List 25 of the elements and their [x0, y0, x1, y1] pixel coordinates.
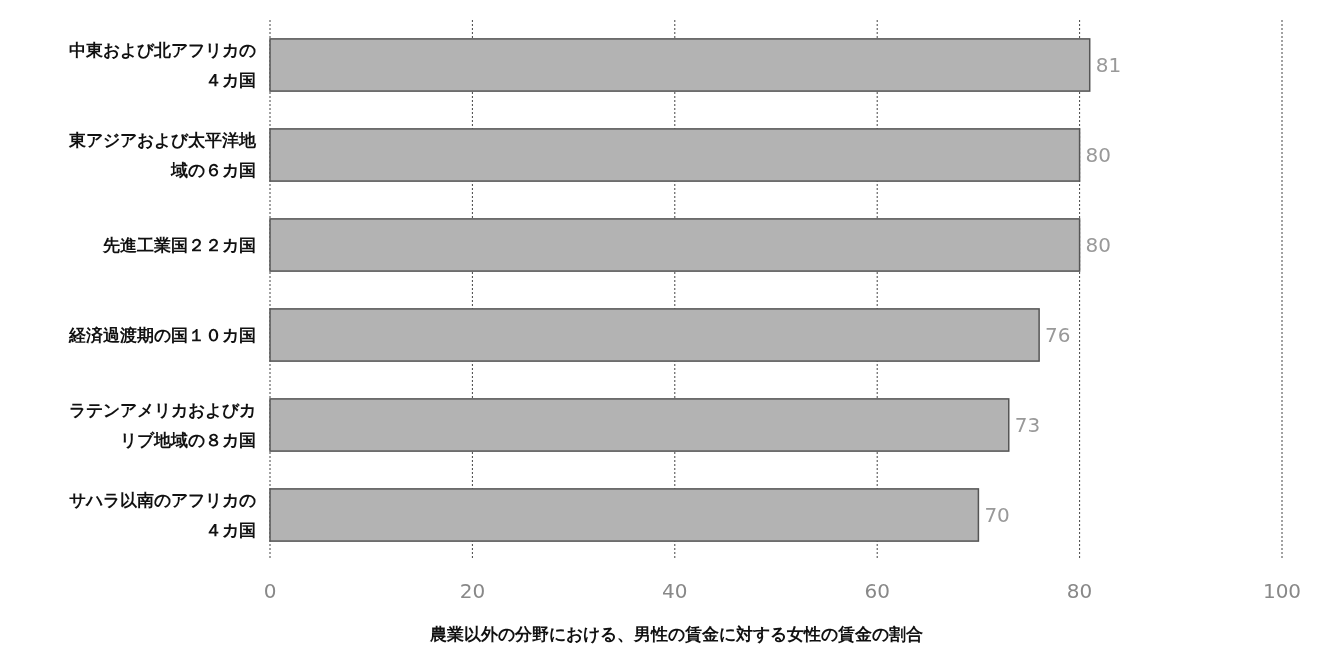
data-label: 80 [1085, 233, 1112, 257]
y-tick-label: 経済過渡期の国１０カ国 [67, 324, 256, 347]
x-tick-label: 60 [864, 579, 890, 603]
bar [269, 218, 1081, 272]
x-axis-title: 農業以外の分野における、男性の賃金に対する女性の賃金の割合 [428, 624, 923, 644]
bar [269, 128, 1081, 182]
x-tick-label: 80 [1066, 579, 1093, 603]
data-label: 80 [1085, 143, 1112, 167]
y-tick-label: サハラ以南のアフリカの４カ国 [68, 489, 256, 542]
data-label: 76 [1045, 323, 1071, 347]
x-tick-label: 40 [662, 579, 688, 603]
bar [269, 308, 1040, 362]
y-tick-label: ラテンアメリカおよびカリブ地域の８カ国 [68, 399, 256, 452]
x-tick-label: 20 [459, 579, 486, 603]
x-tick-label: 0 [263, 579, 277, 603]
bar [269, 398, 1010, 452]
y-tick-label: 先進工業国２２カ国 [102, 234, 256, 257]
data-label: 81 [1095, 53, 1122, 77]
data-label: 73 [1014, 413, 1041, 437]
data-label: 70 [984, 503, 1010, 527]
y-tick-label: 東アジアおよび太平洋地域の６カ国 [68, 129, 256, 182]
bar [269, 38, 1091, 92]
x-tick-label: 100 [1262, 579, 1302, 603]
bar [269, 488, 980, 542]
y-tick-label: 中東および北アフリカの４カ国 [68, 39, 256, 92]
